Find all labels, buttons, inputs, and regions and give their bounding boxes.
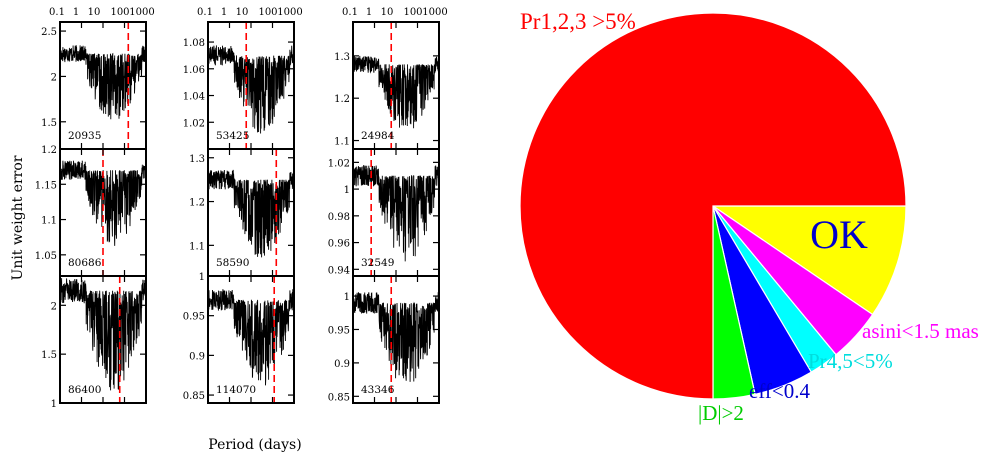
x-tick-label: 1 [73, 7, 79, 18]
y-tick-label: 1.06 [183, 65, 205, 76]
star-id-label: 86400 [68, 384, 101, 396]
uwe-curve-32549 [352, 165, 440, 262]
y-tick-label: 0.98 [328, 212, 350, 223]
x-tick-label: 10 [236, 7, 249, 18]
uwe-curve-24984 [352, 55, 440, 129]
y-tick-label: 1 [199, 272, 205, 283]
y-tick-label: 1 [344, 292, 350, 303]
y-tick-label: 1.3 [334, 52, 350, 63]
category-pie-chart: OK asini<1.5 mas Pr4,5<5% eff<0.4|D|>2 Pr1,2… [519, 9, 979, 425]
y-tick-label: 2.5 [41, 27, 57, 38]
star-id-label: 32549 [361, 257, 394, 269]
x-tick-label: 100 [110, 7, 129, 18]
panel-58590: 1.1 1.2 1.3 58590 [189, 148, 295, 277]
x-tick-label: 1000 [129, 7, 154, 18]
panel-24984: 1.1 1.2 1.3 24984 [334, 21, 440, 150]
panel-20935: 1.5 2 2.5 20935 [41, 21, 147, 150]
y-tick-label: 1.2 [334, 94, 350, 105]
pie-label-eff-0-4: eff<0.4 [749, 379, 811, 403]
x-tick-label: 0.1 [342, 7, 358, 18]
star-id-label: 20935 [68, 130, 101, 142]
uwe-curve-53425 [207, 45, 295, 134]
y-tick-label: 0.95 [328, 325, 350, 336]
y-tick-label: 1.02 [183, 118, 205, 129]
panel-114070: 0.85 0.9 0.95 1 114070 [183, 272, 295, 404]
y-tick-label: 0.96 [328, 239, 350, 250]
y-tick-label: 1.3 [189, 154, 205, 165]
star-id-label: 58590 [216, 257, 249, 269]
x-tick-label: 1000 [422, 7, 447, 18]
star-id-label: 43346 [361, 384, 395, 396]
x-axis-label: Period (days) [208, 437, 301, 453]
y-tick-label: 0.85 [183, 391, 205, 402]
x-tick-label: 100 [403, 7, 422, 18]
y-tick-label: 0.95 [183, 312, 205, 323]
panel-32549: 0.94 0.96 0.98 1 1.02 32549 [328, 148, 440, 277]
pie-slice-pr1-2-3-5- [519, 12, 907, 400]
y-tick-label: 1.5 [41, 118, 57, 129]
panel-80686: 1.05 1.1 1.15 1.2 80686 [35, 145, 147, 277]
y-tick-label: 2 [51, 301, 57, 312]
y-tick-label: 1.1 [189, 241, 205, 252]
x-tick-label: 0.1 [197, 7, 213, 18]
y-tick-label: 0.85 [328, 392, 350, 403]
y-tick-label: 1.08 [183, 38, 205, 49]
star-id-label: 53425 [216, 130, 249, 142]
y-tick-label: 0.9 [334, 359, 350, 370]
uwe-curve-58590 [207, 169, 295, 258]
y-tick-label: 1 [51, 399, 57, 410]
pie-label--d-2: |D|>2 [698, 401, 744, 425]
y-tick-label: 1.05 [35, 251, 57, 262]
y-tick-label: 1.1 [334, 137, 350, 148]
y-tick-label: 0.9 [189, 351, 205, 362]
y-tick-label: 1.1 [41, 216, 57, 227]
uwe-curve-20935 [59, 45, 147, 120]
y-tick-label: 2 [51, 72, 57, 83]
y-tick-label: 1.02 [328, 158, 350, 169]
pie-label-pr1-2-3-5-: Pr1,2,3 >5% [520, 9, 636, 34]
x-tick-label: 100 [258, 7, 277, 18]
y-tick-label: 1.5 [41, 350, 57, 361]
period-grid: 0.1 1 10 100 1000 0.1 1 10 100 1000 0.1 1 10 100 10001… [35, 7, 448, 410]
pie-slice-ok [711, 205, 907, 316]
panel-53425: 1.02 1.04 1.06 1.08 53425 [183, 21, 295, 150]
x-tick-label: 10 [381, 7, 394, 18]
y-tick-label: 1.2 [189, 198, 205, 209]
star-id-label: 114070 [216, 384, 256, 396]
panel-43346: 0.85 0.9 0.95 1 43346 [328, 275, 440, 404]
y-tick-label: 1.2 [41, 145, 57, 156]
uwe-curve-86400 [59, 277, 147, 391]
uwe-curve-43346 [352, 292, 440, 382]
y-tick-label: 1.15 [35, 180, 57, 191]
x-tick-label: 1 [366, 7, 372, 18]
pie-label-asini-1-5-mas: asini<1.5 mas [862, 319, 979, 343]
y-axis-label: Unit weight error [10, 155, 26, 280]
y-tick-label: 0.94 [328, 265, 350, 276]
uwe-curve-114070 [207, 289, 295, 386]
x-tick-label: 0.1 [49, 7, 65, 18]
star-id-label: 24984 [361, 130, 395, 142]
y-tick-label: 1.04 [183, 92, 205, 103]
pie-label-ok: OK [810, 212, 868, 257]
x-tick-label: 10 [88, 7, 101, 18]
x-tick-label: 1000 [277, 7, 302, 18]
panel-86400: 1 1.5 2 86400 [41, 275, 147, 410]
y-tick-label: 1 [344, 185, 350, 196]
pie-label-pr4-5-5-: Pr4,5<5% [808, 349, 893, 373]
x-tick-label: 1 [221, 7, 227, 18]
star-id-label: 80686 [68, 257, 102, 269]
